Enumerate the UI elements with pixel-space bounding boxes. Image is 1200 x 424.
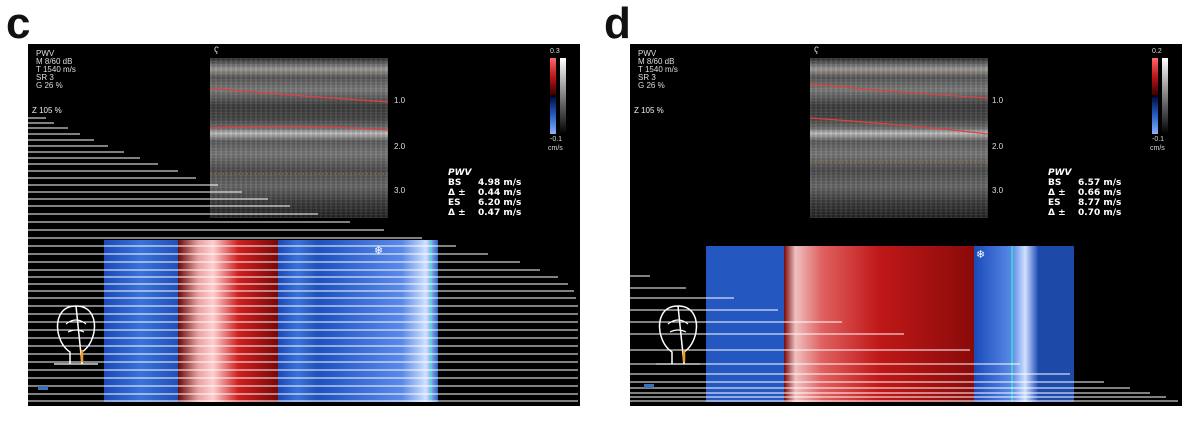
probe-position-head-icon — [656, 305, 700, 365]
panel-c-wall-traces — [210, 73, 388, 175]
scale-marker — [38, 386, 48, 390]
pwv-value: 0.66 m/s — [1078, 188, 1122, 198]
pwv-row: Δ ± 0.47 m/s — [448, 208, 521, 218]
panel-d-letter: d — [604, 0, 631, 48]
pwv-value: 4.98 m/s — [478, 178, 522, 188]
colorbar-max-label: 0.3 — [550, 48, 560, 55]
panel-d-stats: PWV M 8/60 dB T 1540 m/s SR 3 G 26 % — [638, 50, 678, 90]
pwv-key: Δ ± — [448, 188, 466, 198]
panel-d-screen: PWV M 8/60 dB T 1540 m/s SR 3 G 26 % Z 1… — [630, 44, 1182, 406]
depth-tick: 1.0 — [394, 96, 406, 105]
wall-trace-lower — [210, 125, 388, 131]
depth-tick: 3.0 — [394, 186, 406, 195]
panel-d-velocity-map: ❄ — [706, 246, 1074, 402]
wall-trace-lower — [810, 117, 988, 135]
stat-dynamic-range: M 8/60 dB — [36, 57, 73, 66]
probe-position-head-icon — [54, 305, 98, 365]
velocity-colorbar — [1152, 58, 1158, 134]
gray-colorbar — [560, 58, 566, 134]
stat-sound-speed: T 1540 m/s — [638, 65, 678, 74]
colorbar-max-label: 0.2 — [1152, 48, 1162, 55]
pwv-key: Δ ± — [448, 208, 466, 218]
velocity-band-red — [784, 246, 974, 402]
stat-sound-speed: T 1540 m/s — [36, 65, 76, 74]
colorbar-unit-label: cm/s — [548, 145, 563, 152]
depth-tick: 2.0 — [992, 142, 1004, 151]
pwv-title: PWV — [1048, 168, 1072, 178]
pwv-row: BS 4.98 m/s — [448, 178, 521, 188]
panel-d-zoom: Z 105 % — [634, 106, 664, 115]
probe-orientation-icon: ʕ — [214, 46, 219, 57]
pwv-row: BS 6.57 m/s — [1048, 178, 1121, 188]
scale-marker — [644, 384, 654, 388]
colorbar-unit-label: cm/s — [1150, 145, 1165, 152]
pwv-value: 6.20 m/s — [478, 198, 522, 208]
stat-mode: PWV — [36, 49, 55, 58]
pwv-row: Δ ± 0.44 m/s — [448, 188, 521, 198]
depth-tick: 1.0 — [992, 96, 1004, 105]
freeze-icon: ❄ — [374, 244, 383, 257]
velocity-band-blue — [318, 240, 438, 402]
velocity-band-blue — [1038, 246, 1074, 402]
pwv-value: 0.70 m/s — [1078, 208, 1122, 218]
stat-sr: SR 3 — [36, 73, 54, 82]
pwv-row: ES 6.20 m/s — [448, 198, 521, 208]
panel-c-letter: c — [6, 0, 31, 48]
panel-d-bmode-image — [810, 58, 988, 218]
panel-c-pwv-readout: PWV BS 4.98 m/s Δ ± 0.44 m/s ES 6.20 m/s Δ … — [448, 168, 521, 218]
pwv-value: 8.77 m/s — [1078, 198, 1122, 208]
pwv-key: ES — [1048, 198, 1061, 208]
depth-tick: 2.0 — [394, 142, 406, 151]
stat-gain: G 26 % — [638, 81, 665, 90]
depth-tick: 3.0 — [992, 186, 1004, 195]
pwv-row: Δ ± 0.66 m/s — [1048, 188, 1121, 198]
velocity-band-red — [178, 240, 278, 402]
stat-dynamic-range: M 8/60 dB — [638, 57, 675, 66]
panel-c-zoom: Z 105 % — [32, 106, 62, 115]
panel-d-scan-lines — [630, 275, 1178, 402]
pwv-key: Δ ± — [1048, 188, 1066, 198]
pwv-value: 0.44 m/s — [478, 188, 522, 198]
panel-c-scan-lines — [28, 117, 578, 402]
pwv-row: ES 8.77 m/s — [1048, 198, 1121, 208]
pwv-row: Δ ± 0.70 m/s — [1048, 208, 1121, 218]
panel-c-stats: PWV M 8/60 dB T 1540 m/s SR 3 G 26 % — [36, 50, 76, 90]
velocity-band-blue — [278, 240, 318, 402]
wall-trace-upper — [810, 83, 988, 99]
pwv-key: ES — [448, 198, 461, 208]
pwv-value: 6.57 m/s — [1078, 178, 1122, 188]
panel-c-bmode-image — [210, 58, 388, 218]
colorbar-min-label: -0.1 — [1152, 136, 1165, 143]
stat-mode: PWV — [638, 49, 657, 58]
velocity-band-blue — [974, 246, 1038, 402]
pwv-title: PWV — [448, 168, 472, 178]
stat-gain: G 26 % — [36, 81, 63, 90]
freeze-icon: ❄ — [976, 248, 985, 261]
velocity-band-blue — [706, 246, 784, 402]
pwv-value: 0.47 m/s — [478, 208, 522, 218]
velocity-band-blue — [104, 240, 178, 402]
pwv-key: Δ ± — [1048, 208, 1066, 218]
panel-c-screen: PWV M 8/60 dB T 1540 m/s SR 3 G 26 % Z 1… — [28, 44, 580, 406]
probe-orientation-icon: ʕ — [814, 46, 819, 57]
colorbar-min-label: -0.1 — [550, 136, 563, 143]
stat-sr: SR 3 — [638, 73, 656, 82]
velocity-colorbar — [550, 58, 556, 134]
gray-colorbar — [1162, 58, 1168, 134]
pwv-key: BS — [448, 178, 462, 188]
panel-d-pwv-readout: PWV BS 6.57 m/s Δ ± 0.66 m/s ES 8.77 m/s Δ … — [1048, 168, 1121, 218]
pwv-key: BS — [1048, 178, 1062, 188]
wall-trace-upper — [210, 87, 388, 103]
panel-c-velocity-map: ❄ — [104, 240, 438, 402]
panel-d-wall-traces — [810, 71, 988, 163]
